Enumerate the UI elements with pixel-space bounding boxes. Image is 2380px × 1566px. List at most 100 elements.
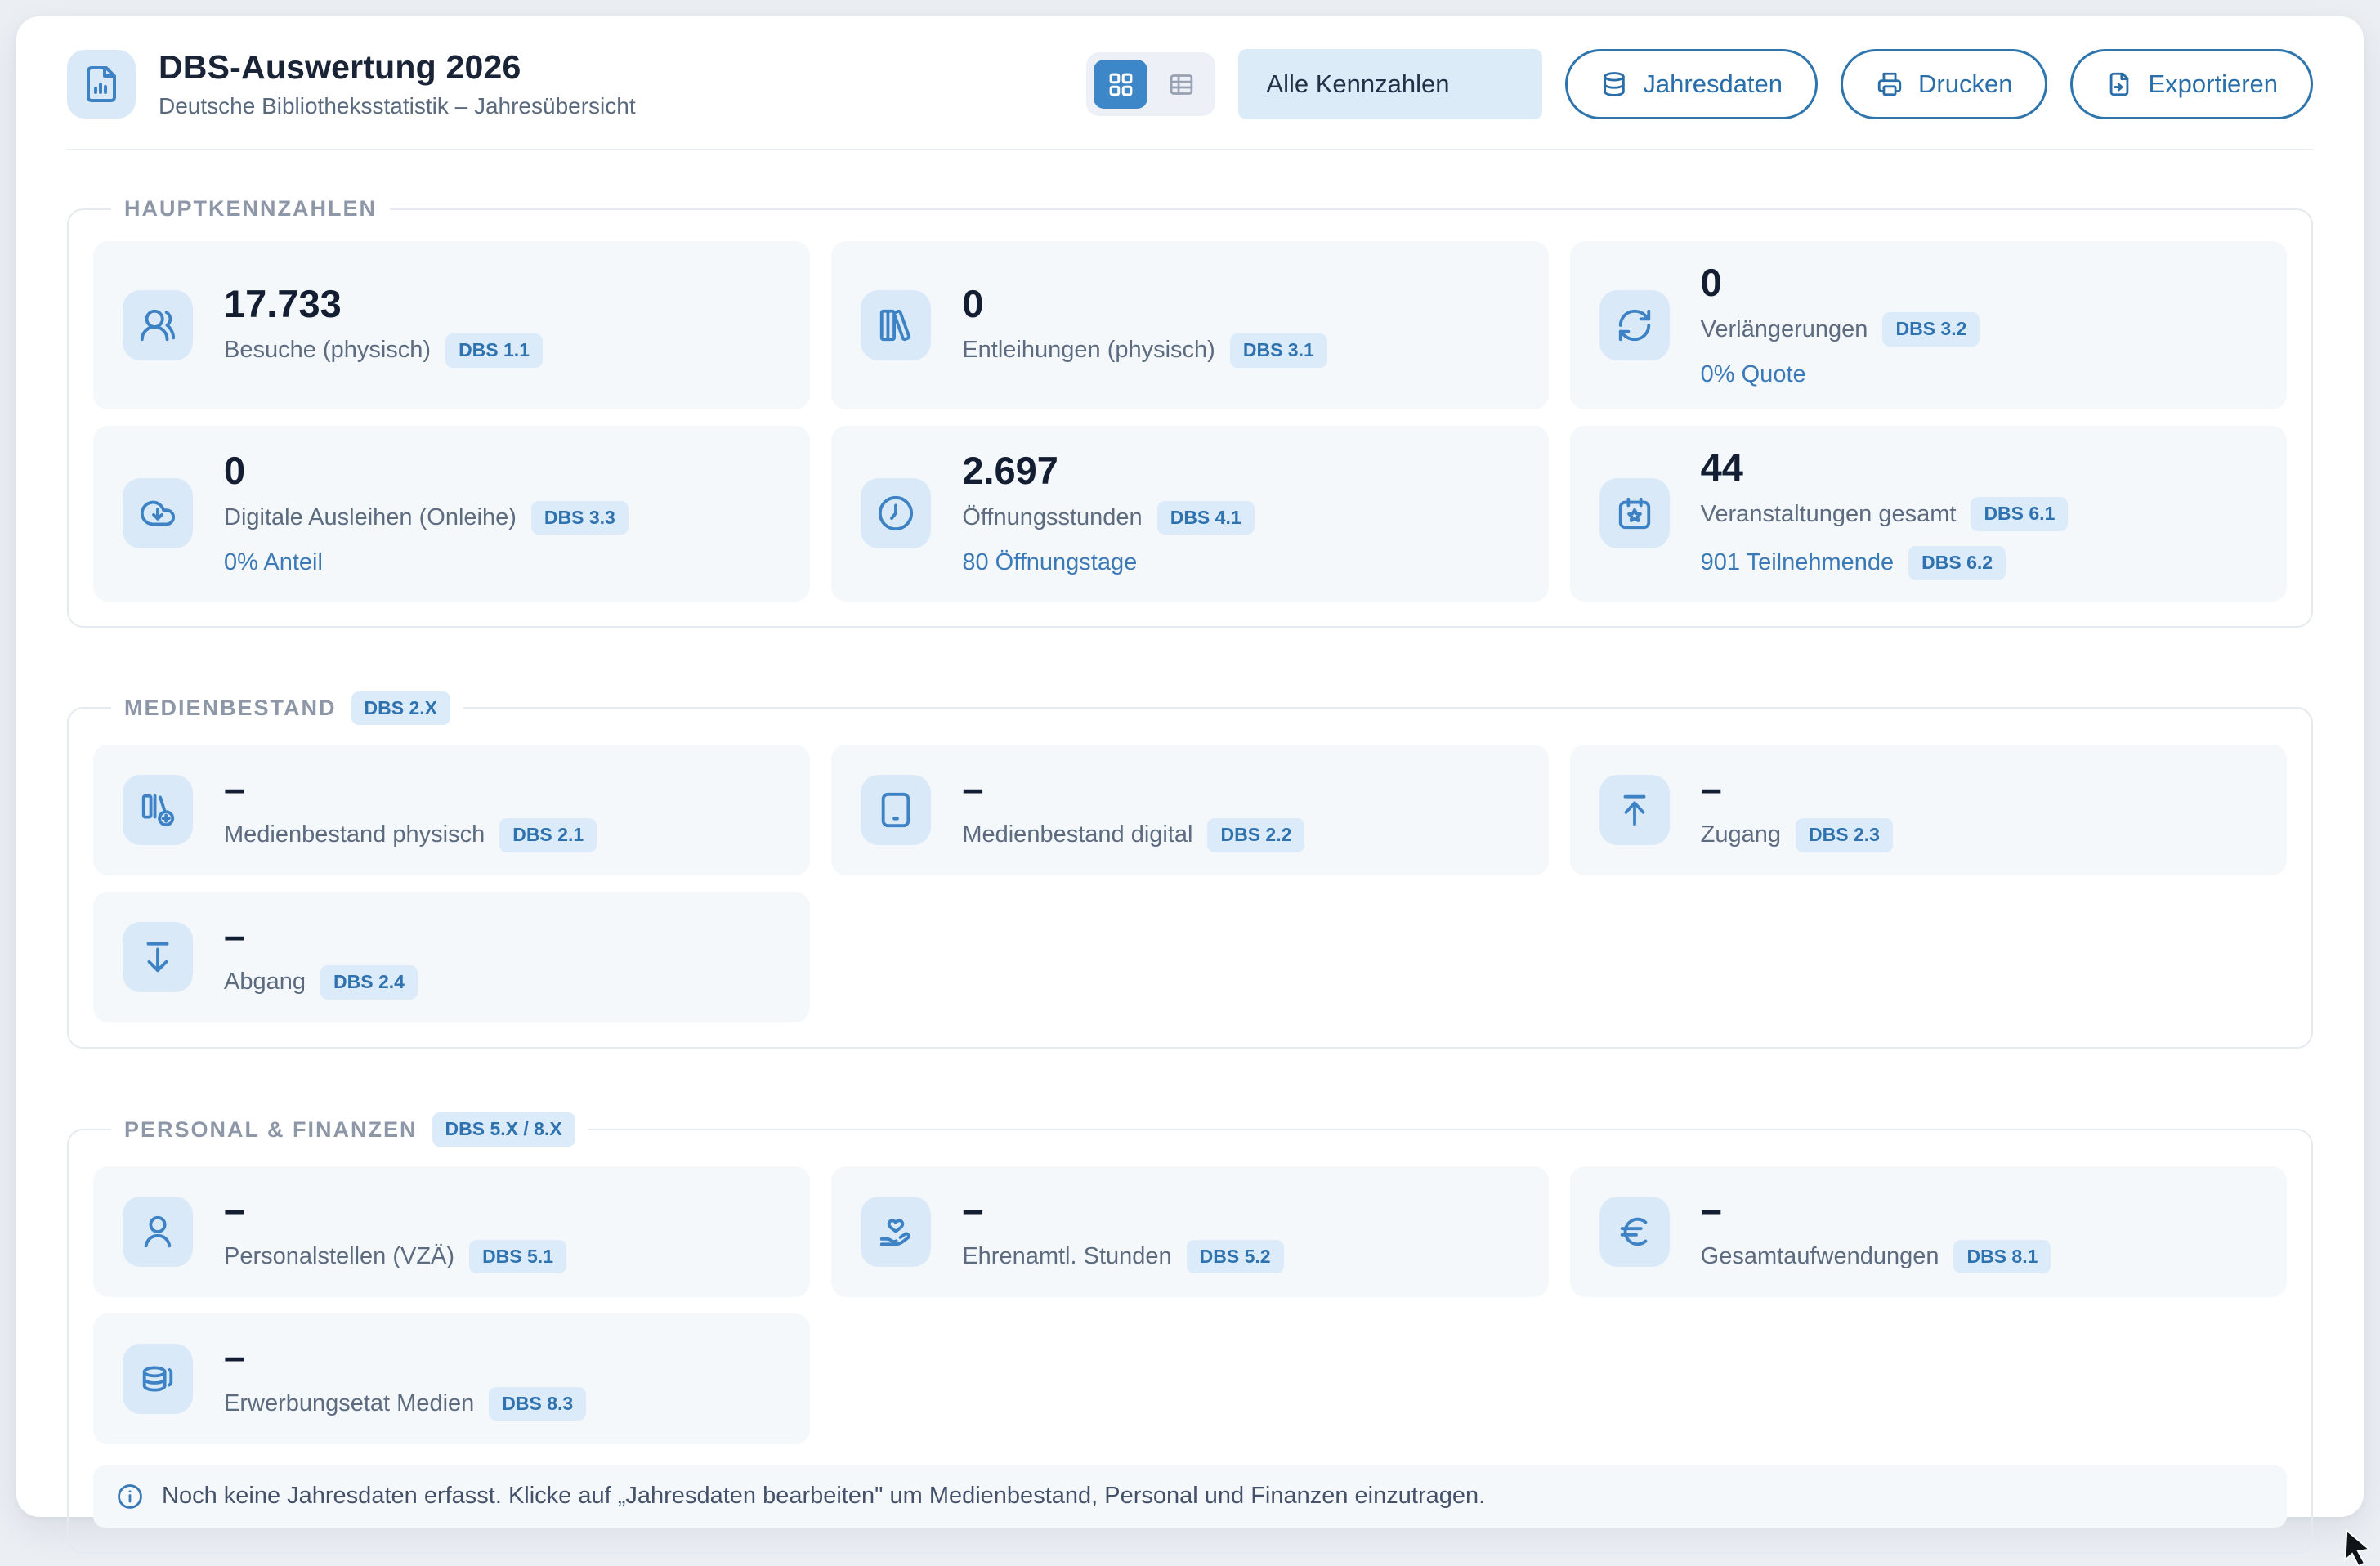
kpi-label: Medienbestand digital <box>962 821 1193 848</box>
section-medienbestand: MEDIENBESTAND DBS 2.X – Medienbestand physi… <box>67 691 2313 1049</box>
kpi-card: – Medienbestand digital DBS 2.2 <box>831 745 1549 876</box>
kpi-content: – Medienbestand digital DBS 2.2 <box>962 766 1305 852</box>
exportieren-button[interactable]: Exportieren <box>2070 49 2313 120</box>
kpi-content: – Medienbestand physisch DBS 2.1 <box>224 766 597 852</box>
jahresdaten-button[interactable]: Jahresdaten <box>1565 49 1819 120</box>
page-title: DBS-Auswertung 2026 <box>159 48 521 86</box>
kpi-sub-row: 0% Quote <box>1701 361 1980 388</box>
kpi-card: – Ehrenamtl. Stunden DBS 5.2 <box>831 1166 1549 1297</box>
file-export-icon <box>2110 72 2129 96</box>
kpi-value: – <box>224 1188 246 1232</box>
card-icon-tile <box>123 775 193 846</box>
table-view-button[interactable] <box>1154 60 1208 109</box>
card-icon-tile <box>861 1196 932 1267</box>
exportieren-label: Exportieren <box>2148 69 2278 99</box>
kpi-label: Abgang <box>224 969 306 996</box>
card-icon-tile <box>861 290 932 361</box>
kpi-content: – Gesamtaufwendungen DBS 8.1 <box>1700 1188 2051 1274</box>
kpi-card: 0 Verlängerungen DBS 3.2 0% Quote <box>1569 241 2287 410</box>
card-icon-tile <box>1599 1196 1670 1267</box>
page-subtitle: Deutsche Bibliotheksstatistik – Jahresüb… <box>159 93 636 119</box>
database-icon <box>1604 72 1626 96</box>
main-panel: DBS-Auswertung 2026 Deutsche Bibliotheks… <box>16 16 2364 1554</box>
printer-icon <box>1877 72 1902 96</box>
dbs-badge: DBS 3.2 <box>1882 312 1980 347</box>
dbs-badge: DBS 2.X <box>351 691 450 726</box>
drucken-button[interactable]: Drucken <box>1841 49 2048 120</box>
dbs-badge: DBS 2.2 <box>1207 818 1305 852</box>
kpi-label: Digitale Ausleihen (Onleihe) <box>224 504 517 531</box>
mouse-cursor <box>2344 1528 2371 1566</box>
info-icon <box>118 1483 142 1509</box>
kpi-value: – <box>962 766 984 810</box>
kpi-subtext: 80 Öffnungstage <box>962 549 1138 576</box>
kpi-content: 2.697 Öffnungsstunden DBS 4.1 80 Öffnungsta… <box>962 450 1255 576</box>
dbs-badge: DBS 2.4 <box>320 965 418 1000</box>
dbs-badge: DBS 3.1 <box>1229 333 1327 368</box>
header-divider <box>67 149 2313 151</box>
kpi-label: Besuche (physisch) <box>224 337 432 364</box>
kpi-card: – Medienbestand physisch DBS 2.1 <box>93 745 811 876</box>
kpi-content: 17.733 Besuche (physisch) DBS 1.1 <box>224 281 543 368</box>
tablet-icon <box>882 793 910 828</box>
dbs-badge: DBS 2.3 <box>1796 818 1893 852</box>
card-icon-tile <box>1599 775 1670 846</box>
kpi-value: – <box>1700 1188 1722 1232</box>
kpi-value: – <box>962 1188 984 1232</box>
kpi-card: 2.697 Öffnungsstunden DBS 4.1 80 Öffnungsta… <box>831 426 1549 602</box>
view-toggle <box>1086 52 1216 117</box>
kpi-content: 0 Digitale Ausleihen (Onleihe) DBS 3.3 0% A… <box>224 450 629 576</box>
kpi-value: – <box>224 766 246 810</box>
dbs-badge: DBS 5.1 <box>469 1239 566 1274</box>
card-icon-tile <box>1599 478 1670 549</box>
card-icon-tile <box>123 478 193 549</box>
card-icon-tile <box>123 922 193 993</box>
kpi-label: Öffnungsstunden <box>962 504 1143 531</box>
card-grid: – Medienbestand physisch DBS 2.1 – Medienbes… <box>93 745 2287 1023</box>
table-icon <box>1170 74 1193 95</box>
kpi-card: 0 Entleihungen (physisch) DBS 3.1 <box>831 241 1549 410</box>
dbs-badge: DBS 6.1 <box>1971 497 2069 532</box>
dbs-badge: DBS 8.3 <box>489 1386 587 1421</box>
kpi-card: – Personalstellen (VZÄ) DBS 5.1 <box>93 1166 811 1297</box>
dbs-badge: DBS 5.X / 8.X <box>432 1112 575 1147</box>
kpi-card: 0 Digitale Ausleihen (Onleihe) DBS 3.3 0% A… <box>93 426 811 602</box>
user-round-icon <box>144 1215 172 1247</box>
cloud-download-icon <box>140 501 176 526</box>
kpi-card: 44 Veranstaltungen gesamt DBS 6.1 901 Teiln… <box>1569 426 2287 602</box>
card-icon-tile <box>123 290 193 361</box>
kpi-content: – Personalstellen (VZÄ) DBS 5.1 <box>224 1188 566 1274</box>
jahresdaten-label: Jahresdaten <box>1643 69 1783 99</box>
grid-view-button[interactable] <box>1094 60 1148 110</box>
kpi-label: Gesamtaufwendungen <box>1700 1242 1939 1269</box>
section-legend: PERSONAL & FINANZEN DBS 5.X / 8.X <box>111 1112 588 1147</box>
kpi-label-row: Ehrenamtl. Stunden DBS 5.2 <box>962 1239 1284 1274</box>
kpi-label-row: Veranstaltungen gesamt DBS 6.1 <box>1700 497 2069 532</box>
kpi-label: Entleihungen (physisch) <box>962 337 1215 364</box>
kpi-label-row: Digitale Ausleihen (Onleihe) DBS 3.3 <box>224 500 629 535</box>
kpi-label-row: Erwerbungsetat Medien DBS 8.3 <box>224 1386 587 1421</box>
section-legend: HAUPTKENNZAHLEN <box>111 196 390 221</box>
kpi-label-row: Entleihungen (physisch) DBS 3.1 <box>962 333 1327 368</box>
kpi-label: Veranstaltungen gesamt <box>1700 500 1957 527</box>
kpi-card: 17.733 Besuche (physisch) DBS 1.1 <box>93 241 811 410</box>
card-icon-tile <box>123 1196 193 1267</box>
report-file-chart-icon <box>67 50 136 119</box>
kpi-label-row: Abgang DBS 2.4 <box>224 965 418 1000</box>
kpi-content: 0 Entleihungen (physisch) DBS 3.1 <box>962 283 1327 368</box>
card-icon-tile <box>861 478 932 549</box>
kpi-label-row: Zugang DBS 2.3 <box>1701 818 1893 852</box>
kpi-value: 44 <box>1700 445 1743 490</box>
hand-heart-icon <box>880 1219 911 1246</box>
dbs-badge: DBS 1.1 <box>445 333 543 368</box>
kpi-content: 44 Veranstaltungen gesamt DBS 6.1 901 Teiln… <box>1701 447 2069 580</box>
users-icon <box>140 309 176 342</box>
section-hauptkennzahlen: HAUPTKENNZAHLEN 17.733 Besuche (physisch) D… <box>67 196 2313 628</box>
kpi-label-row: Gesamtaufwendungen DBS 8.1 <box>1700 1239 2051 1274</box>
kpi-label-row: Verlängerungen DBS 3.2 <box>1701 312 1980 347</box>
kpi-value: 17.733 <box>224 281 342 325</box>
kpi-filter-select[interactable]: Alle Kennzahlen <box>1238 49 1543 120</box>
library-plus-icon <box>141 794 175 827</box>
section-personal-finanzen: PERSONAL & FINANZEN DBS 5.X / 8.X – Persona… <box>67 1112 2313 1554</box>
